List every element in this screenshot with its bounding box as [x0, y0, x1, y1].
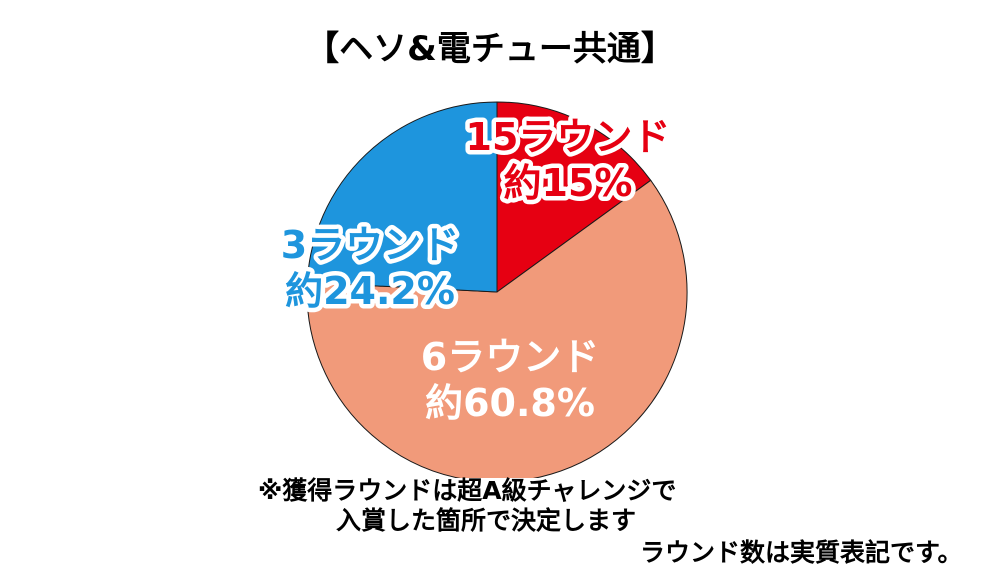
footnote-line-3: ラウンド数は実質表記です。: [640, 538, 963, 567]
footnote-line-2: 入賞した箇所で決定します: [336, 506, 637, 535]
pie-slices: [306, 101, 688, 483]
slice-label-2: 6ラウンド: [421, 335, 599, 379]
slice-label-1: 15ラウンド: [466, 115, 671, 159]
slice-value-label-3: 約24.2%: [285, 269, 455, 313]
footnote-line-1: ※獲得ラウンドは超A級チャレンジで: [258, 476, 677, 505]
slice-value-label-1: 約15%: [504, 161, 633, 205]
pie-slice-1: [496, 101, 652, 293]
pie-slice-2: [306, 179, 688, 483]
slice-label-3: 3ラウンド: [281, 223, 459, 267]
slice-value-label-2: 約60.8%: [425, 381, 595, 425]
pie-slice-3: [306, 101, 498, 293]
chart-title: 【ヘソ&電チュー共通】: [305, 29, 675, 69]
